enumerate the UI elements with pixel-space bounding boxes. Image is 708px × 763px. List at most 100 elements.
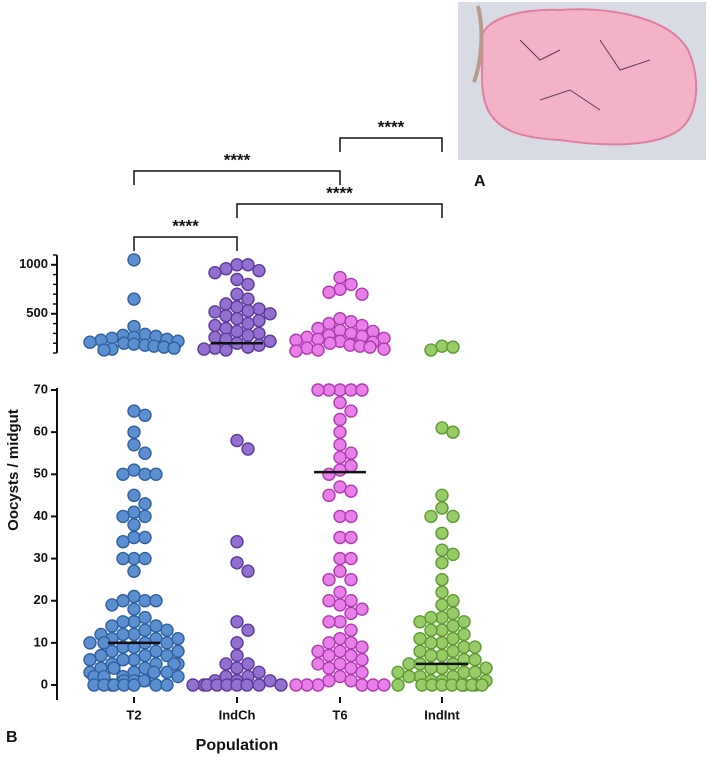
data-point	[241, 258, 255, 272]
data-point	[127, 463, 141, 477]
data-point	[344, 636, 358, 650]
data-point	[355, 383, 369, 397]
data-point	[83, 653, 97, 667]
data-point	[333, 509, 347, 524]
data-point	[457, 615, 471, 629]
data-point	[219, 657, 233, 671]
significance-label: ****	[172, 216, 199, 235]
data-point	[127, 653, 141, 667]
significance-bracket	[236, 203, 443, 218]
data-point	[457, 665, 471, 680]
data-point	[127, 253, 141, 267]
data-point	[424, 623, 438, 637]
data-point	[197, 342, 211, 356]
data-point	[333, 282, 347, 296]
data-point	[344, 484, 358, 498]
data-point	[333, 530, 347, 545]
data-point	[127, 337, 141, 351]
data-point	[127, 505, 141, 519]
data-point	[138, 408, 152, 422]
data-point	[289, 344, 303, 358]
data-point	[127, 589, 141, 604]
data-point	[208, 305, 222, 319]
y-tick-label: 500	[26, 305, 48, 320]
data-point	[138, 551, 152, 566]
data-point	[322, 674, 336, 688]
data-point	[263, 674, 277, 688]
data-point	[446, 631, 460, 646]
data-point	[167, 657, 181, 671]
data-point	[230, 312, 244, 326]
data-point	[263, 334, 277, 348]
data-point	[435, 339, 449, 353]
data-point	[127, 530, 141, 545]
data-point	[475, 678, 489, 692]
data-point	[138, 648, 152, 663]
y-axis-title: Oocysts / midgut	[5, 409, 22, 531]
data-point	[116, 467, 130, 481]
data-point	[311, 678, 325, 692]
data-point	[208, 318, 222, 333]
significance-bracket	[339, 137, 443, 152]
data-point	[107, 661, 121, 675]
data-point	[322, 488, 336, 503]
data-point	[186, 678, 200, 692]
data-point	[300, 341, 314, 355]
data-point	[391, 665, 405, 680]
data-point	[240, 678, 254, 692]
data-point	[311, 644, 325, 658]
data-point	[230, 556, 244, 570]
data-point	[322, 285, 336, 299]
data-point	[127, 488, 141, 503]
data-point	[333, 463, 347, 477]
y-tick-label: 60	[34, 424, 48, 439]
data-point	[344, 314, 358, 329]
data-point	[446, 547, 460, 562]
data-point	[446, 509, 460, 524]
data-point	[446, 606, 460, 621]
data-point	[424, 343, 438, 357]
data-point	[208, 265, 222, 280]
data-point	[149, 644, 163, 658]
data-point	[333, 480, 347, 494]
data-point	[149, 678, 163, 692]
data-point	[322, 316, 336, 331]
data-point	[446, 425, 460, 439]
data-point	[355, 665, 369, 680]
data-point	[230, 300, 244, 314]
data-point	[344, 509, 358, 524]
data-point	[322, 661, 336, 675]
data-point	[252, 338, 266, 352]
data-point	[241, 442, 255, 456]
data-point	[311, 343, 325, 357]
data-point	[468, 640, 482, 654]
data-point	[97, 343, 111, 357]
data-point	[230, 287, 244, 301]
data-point	[344, 383, 358, 397]
data-point	[230, 324, 244, 339]
data-point	[311, 383, 325, 397]
data-point	[160, 636, 174, 650]
panel-label: A	[474, 173, 486, 190]
data-point	[241, 623, 255, 637]
data-point	[322, 467, 336, 481]
data-point	[83, 636, 97, 650]
data-point	[344, 551, 358, 566]
data-point	[138, 623, 152, 637]
data-point	[138, 467, 152, 481]
data-point	[105, 598, 119, 612]
data-point	[344, 459, 358, 473]
data-point	[171, 669, 185, 684]
data-point	[333, 615, 347, 629]
data-point	[138, 446, 152, 460]
data-point	[333, 585, 347, 599]
y-tick-label: 50	[34, 466, 48, 481]
data-point	[127, 551, 141, 566]
data-point	[435, 598, 449, 612]
data-point	[355, 653, 369, 667]
data-point	[322, 594, 336, 608]
data-point	[435, 488, 449, 503]
data-point	[219, 309, 233, 323]
y-tick-label: 0	[41, 676, 48, 691]
data-point	[333, 438, 347, 452]
